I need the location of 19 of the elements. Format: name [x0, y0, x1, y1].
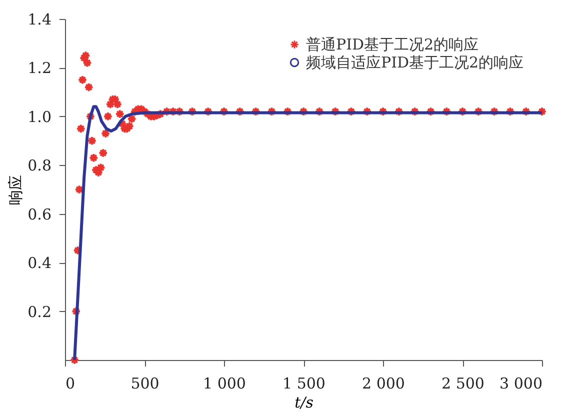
y-tick-label: 1.0 — [28, 108, 52, 126]
y-tick-label: 0.8 — [28, 156, 52, 175]
x-tick-label: 2 500 — [442, 374, 484, 392]
x-axis-title: t/s — [294, 394, 314, 412]
x-tick-label: 3 000 — [500, 374, 542, 392]
legend-label: 普通PID基于工况2的响应 — [306, 36, 479, 54]
y-tick-label: 0.2 — [28, 302, 52, 321]
y-tick-label: 1.2 — [28, 59, 52, 78]
x-tick-label: 1 000 — [203, 374, 246, 392]
x-tick-label: 500 — [130, 374, 160, 392]
y-tick-label: 1.4 — [28, 10, 52, 28]
y-axis-title: 响应 — [6, 175, 25, 205]
x-tick-label: 0 — [66, 374, 76, 392]
line-series — [73, 105, 544, 362]
legend-label: 频域自适应PID基于工况2的响应 — [306, 54, 524, 72]
x-tick-label: 2 000 — [362, 374, 405, 392]
y-tick-label: 0.4 — [28, 254, 52, 272]
y-tick-label: 0.6 — [28, 205, 52, 224]
x-tick-label: 1 500 — [282, 374, 326, 392]
